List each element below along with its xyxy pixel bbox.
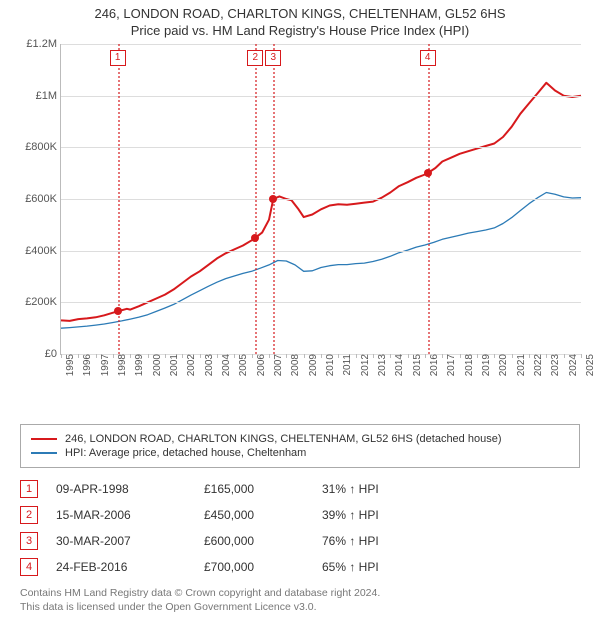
sale-marker-badge: 1	[20, 480, 38, 498]
x-axis-label: 1997	[96, 354, 111, 376]
x-axis-label: 2013	[373, 354, 388, 376]
legend-label: 246, LONDON ROAD, CHARLTON KINGS, CHELTE…	[65, 433, 501, 445]
series-line	[61, 83, 581, 321]
x-axis-label: 1996	[78, 354, 93, 376]
y-axis-label: £1M	[36, 90, 61, 102]
sale-point-marker	[424, 169, 432, 177]
x-axis-label: 2007	[269, 354, 284, 376]
x-axis-label: 2001	[165, 354, 180, 376]
legend-swatch	[31, 452, 57, 454]
legend-item: HPI: Average price, detached house, Chel…	[31, 447, 569, 459]
sale-date: 30-MAR-2007	[56, 534, 196, 548]
x-axis-label: 2021	[512, 354, 527, 376]
x-axis-label: 1995	[61, 354, 76, 376]
x-axis-label: 2003	[200, 354, 215, 376]
sale-vertical-line	[255, 44, 257, 354]
table-row: 2 15-MAR-2006 £450,000 39% ↑ HPI	[20, 502, 580, 528]
chart-titles: 246, LONDON ROAD, CHARLTON KINGS, CHELTE…	[0, 0, 600, 40]
y-axis-label: £200K	[25, 296, 61, 308]
x-axis-label: 2002	[182, 354, 197, 376]
table-row: 4 24-FEB-2016 £700,000 65% ↑ HPI	[20, 554, 580, 580]
gridline	[61, 96, 581, 97]
sale-marker-label: 3	[265, 50, 281, 66]
sale-marker-badge: 4	[20, 558, 38, 576]
gridline	[61, 147, 581, 148]
x-axis-label: 2017	[442, 354, 457, 376]
chart-area: £0£200K£400K£600K£800K£1M£1.2M1995199619…	[20, 44, 580, 384]
x-axis-label: 2009	[304, 354, 319, 376]
gridline	[61, 251, 581, 252]
x-axis-label: 2019	[477, 354, 492, 376]
legend-box: 246, LONDON ROAD, CHARLTON KINGS, CHELTE…	[20, 424, 580, 468]
sale-hpi-delta: 39% ↑ HPI	[322, 508, 442, 522]
x-axis-label: 2006	[252, 354, 267, 376]
legend-label: HPI: Average price, detached house, Chel…	[65, 447, 306, 459]
gridline	[61, 199, 581, 200]
sale-date: 15-MAR-2006	[56, 508, 196, 522]
x-axis-label: 2004	[217, 354, 232, 376]
sale-price: £165,000	[204, 482, 314, 496]
table-row: 1 09-APR-1998 £165,000 31% ↑ HPI	[20, 476, 580, 502]
chart-title-sub: Price paid vs. HM Land Registry's House …	[10, 23, 590, 38]
x-axis-label: 1999	[130, 354, 145, 376]
x-axis-label: 2011	[338, 354, 353, 376]
sales-table: 1 09-APR-1998 £165,000 31% ↑ HPI 2 15-MA…	[20, 476, 580, 580]
footer-attribution: Contains HM Land Registry data © Crown c…	[20, 586, 580, 614]
sale-marker-badge: 2	[20, 506, 38, 524]
x-axis-label: 2010	[321, 354, 336, 376]
sale-marker-label: 2	[247, 50, 263, 66]
sale-marker-label: 1	[110, 50, 126, 66]
x-axis-label: 2024	[564, 354, 579, 376]
gridline	[61, 302, 581, 303]
x-axis-label: 2016	[425, 354, 440, 376]
sale-vertical-line	[428, 44, 430, 354]
footer-line: This data is licensed under the Open Gov…	[20, 600, 580, 614]
series-line	[61, 193, 581, 329]
sale-date: 24-FEB-2016	[56, 560, 196, 574]
y-axis-label: £600K	[25, 193, 61, 205]
sale-marker-label: 4	[420, 50, 436, 66]
y-axis-label: £1.2M	[26, 38, 61, 50]
sale-price: £450,000	[204, 508, 314, 522]
x-axis-label: 2018	[460, 354, 475, 376]
legend-item: 246, LONDON ROAD, CHARLTON KINGS, CHELTE…	[31, 433, 569, 445]
x-axis-label: 2012	[356, 354, 371, 376]
x-axis-label: 2000	[148, 354, 163, 376]
table-row: 3 30-MAR-2007 £600,000 76% ↑ HPI	[20, 528, 580, 554]
x-axis-label: 1998	[113, 354, 128, 376]
sale-price: £700,000	[204, 560, 314, 574]
sale-hpi-delta: 76% ↑ HPI	[322, 534, 442, 548]
sale-hpi-delta: 65% ↑ HPI	[322, 560, 442, 574]
plot-region: £0£200K£400K£600K£800K£1M£1.2M1995199619…	[60, 44, 581, 355]
sale-price: £600,000	[204, 534, 314, 548]
sale-marker-badge: 3	[20, 532, 38, 550]
x-axis-label: 2005	[234, 354, 249, 376]
sale-date: 09-APR-1998	[56, 482, 196, 496]
gridline	[61, 44, 581, 45]
x-axis-label: 2023	[546, 354, 561, 376]
x-axis-label: 2020	[494, 354, 509, 376]
footer-line: Contains HM Land Registry data © Crown c…	[20, 586, 580, 600]
chart-title-address: 246, LONDON ROAD, CHARLTON KINGS, CHELTE…	[10, 6, 590, 21]
y-axis-label: £800K	[25, 141, 61, 153]
x-axis-label: 2008	[286, 354, 301, 376]
x-axis-label: 2014	[390, 354, 405, 376]
x-axis-label: 2022	[529, 354, 544, 376]
y-axis-label: £400K	[25, 245, 61, 257]
x-axis-label: 2025	[581, 354, 596, 376]
x-axis-label: 2015	[408, 354, 423, 376]
y-axis-label: £0	[45, 348, 61, 360]
legend-swatch	[31, 438, 57, 440]
sale-hpi-delta: 31% ↑ HPI	[322, 482, 442, 496]
page: 246, LONDON ROAD, CHARLTON KINGS, CHELTE…	[0, 0, 600, 614]
